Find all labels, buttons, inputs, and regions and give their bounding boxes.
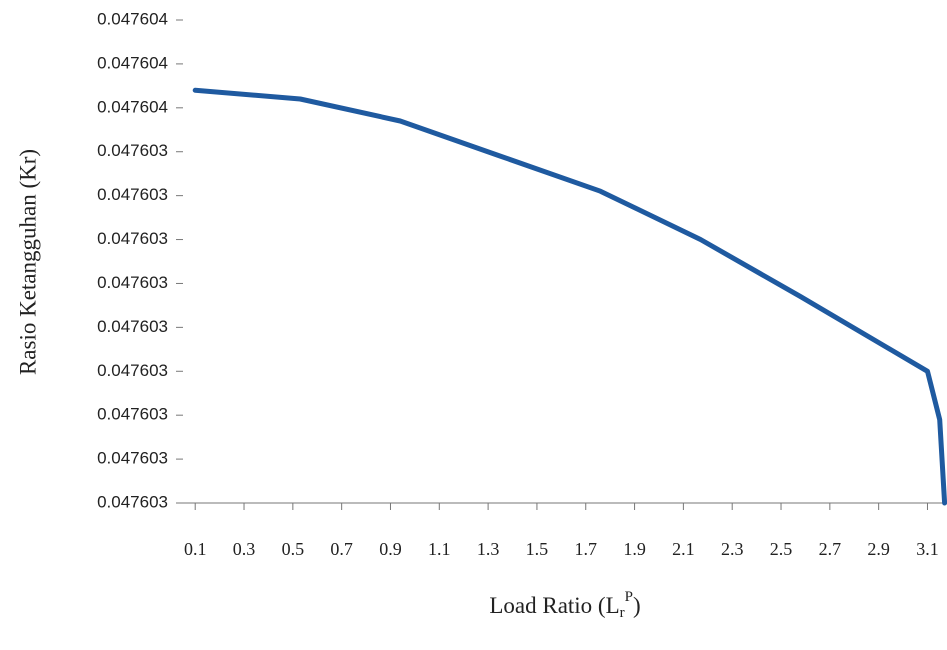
data-line [195, 90, 944, 503]
y-tick-label: 0.047604 [97, 9, 168, 28]
y-tick-label: 0.047604 [97, 97, 168, 116]
x-tick-label: 2.9 [867, 539, 890, 559]
y-tick-label: 0.047603 [97, 273, 168, 292]
x-tick-label: 1.9 [623, 539, 646, 559]
x-tick-label: 2.3 [721, 539, 744, 559]
y-axis-title: Rasio Ketangguhan (Kr) [15, 149, 40, 375]
y-tick-label: 0.047603 [97, 229, 168, 248]
y-tick-label: 0.047603 [97, 449, 168, 468]
x-tick-label: 1.7 [574, 539, 597, 559]
y-tick-label: 0.047603 [97, 405, 168, 424]
x-tick-label: 1.1 [428, 539, 451, 559]
chart: Rasio Ketangguhan (Kr) Load Ratio (LrP) … [0, 0, 947, 650]
page: {"chart_data": { "type": "line", "ylabel… [0, 0, 947, 650]
x-axis-title-sub: r [620, 605, 625, 621]
x-axis-title-sup: P [625, 589, 633, 605]
x-tick-label: 2.1 [672, 539, 695, 559]
y-tick-label: 0.047603 [97, 141, 168, 160]
x-tick-label: 2.7 [819, 539, 842, 559]
x-tick-label: 2.5 [770, 539, 793, 559]
x-tick-label: 0.9 [379, 539, 402, 559]
x-axis-title: Load Ratio (LrP) [489, 589, 640, 621]
x-tick-label: 0.3 [233, 539, 256, 559]
y-tick-label: 0.047603 [97, 492, 168, 511]
x-tick-label: 0.5 [282, 539, 305, 559]
x-axis-title-text: Load Ratio (L [489, 593, 619, 618]
x-tick-label: 0.7 [330, 539, 353, 559]
y-tick-label: 0.047603 [97, 361, 168, 380]
y-tick-label: 0.047603 [97, 317, 168, 336]
y-tick-label: 0.047603 [97, 185, 168, 204]
x-tick-label: 0.1 [184, 539, 207, 559]
x-tick-label: 1.5 [526, 539, 549, 559]
x-tick-label: 3.1 [916, 539, 939, 559]
x-axis-title-close: ) [633, 593, 641, 618]
y-tick-label: 0.047604 [97, 53, 168, 72]
x-tick-label: 1.3 [477, 539, 500, 559]
